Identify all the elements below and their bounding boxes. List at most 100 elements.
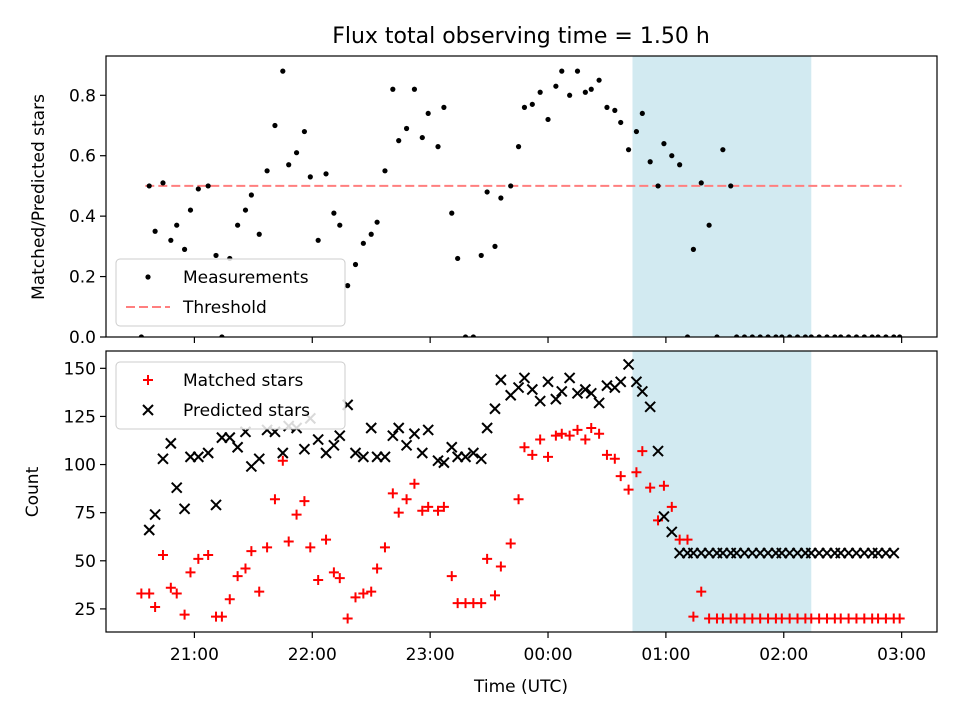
bottom-series0-point-14 [240, 563, 251, 574]
top-series0-point-22 [301, 128, 308, 135]
top-series0-point-72 [669, 153, 675, 159]
top-series0-point-92 [816, 334, 822, 337]
bottom-legend-label-0: Matched stars [183, 371, 303, 391]
x-tick-label-2: 23:00 [406, 645, 455, 665]
top-series0-point-6 [181, 246, 188, 252]
top-series0-point-29 [352, 261, 359, 268]
top-series0-point-93 [824, 334, 830, 337]
bottom-y-tick-label-2: 75 [74, 504, 96, 524]
top-series0-point-100 [875, 334, 881, 337]
bottom-y-tick-label-1: 50 [74, 552, 96, 572]
top-series0-point-13 [235, 222, 241, 228]
bottom-series0-point-21 [291, 509, 302, 520]
top-series0-point-4 [168, 237, 174, 243]
top-series0-point-46 [478, 252, 484, 259]
top-series0-point-49 [498, 195, 504, 201]
top-series0-point-55 [545, 116, 551, 123]
bottom-series1-point-12 [231, 441, 244, 453]
x-tick-label-3: 00:00 [524, 645, 573, 665]
bottom-series0-point-63 [601, 449, 612, 460]
top-series0-point-14 [242, 207, 249, 213]
bottom-series0-point-30 [358, 588, 369, 599]
top-series0-point-2 [152, 228, 158, 234]
top-series0-point-83 [749, 334, 755, 337]
top-series0-point-37 [411, 86, 418, 92]
x-tick-label-6: 03:00 [877, 645, 926, 665]
bottom-series1-point-69 [652, 445, 664, 457]
bottom-series0-point-47 [482, 553, 493, 564]
bottom-series0-point-61 [586, 422, 597, 433]
top-series0-point-61 [588, 86, 594, 92]
top-series0-point-95 [838, 334, 844, 337]
top-series0-point-63 [604, 104, 610, 110]
bottom-series0-point-55 [543, 451, 554, 462]
bottom-series0-point-6 [179, 609, 190, 620]
x-tick-label-5: 02:00 [759, 645, 808, 665]
top-legend-box [115, 258, 346, 327]
top-plot-area [138, 68, 903, 337]
top-series0-point-79 [720, 147, 726, 153]
bottom-series1-point-1 [149, 508, 161, 521]
bottom-plot-area [136, 358, 905, 624]
bottom-series1-point-43 [459, 451, 472, 463]
bottom-series0-point-25 [321, 534, 332, 545]
bottom-series0-point-35 [393, 507, 404, 518]
bottom-series0-point-27 [334, 573, 345, 584]
top-series0-point-11 [219, 334, 225, 337]
bottom-series0-point-2 [150, 601, 161, 612]
top-series0-point-66 [625, 147, 632, 153]
top-series0-point-75 [690, 246, 696, 252]
top-series0-point-10 [213, 252, 219, 259]
bottom-series1-point-68 [644, 401, 656, 413]
bottom-series1-point-66 [630, 376, 643, 388]
top-series0-point-48 [492, 243, 498, 249]
bottom-series1-point-54 [542, 376, 554, 388]
bottom-series1-point-51 [518, 372, 531, 384]
bottom-series1-point-61 [593, 397, 605, 409]
bottom-series0-point-41 [438, 501, 449, 512]
bottom-series0-point-29 [350, 592, 361, 603]
top-series0-point-34 [390, 86, 396, 92]
bottom-series0-point-59 [572, 424, 583, 435]
top-series0-point-23 [307, 174, 313, 180]
top-series0-point-28 [345, 283, 351, 289]
bottom-series0-point-20 [283, 536, 294, 547]
bottom-series1-point-60 [585, 387, 597, 400]
bottom-series0-point-65 [615, 471, 626, 482]
top-series0-point-85 [765, 334, 771, 337]
bottom-y-tick-label-3: 100 [64, 456, 96, 476]
x-tick-label-4: 01:00 [641, 645, 690, 665]
bottom-legend-label-1: Predicted stars [183, 401, 310, 421]
bottom-series1-point-58 [571, 387, 584, 400]
bottom-series0-point-4 [165, 582, 176, 593]
bottom-series0-point-28 [342, 613, 353, 624]
top-series0-point-58 [567, 92, 573, 98]
top-series0-point-87 [779, 334, 785, 337]
bottom-series1-point-44 [467, 447, 480, 459]
bottom-series0-point-7 [185, 567, 196, 578]
bottom-series0-point-39 [423, 501, 434, 512]
top-series0-point-27 [337, 222, 343, 228]
top-series0-point-42 [449, 210, 455, 216]
top-series0-point-65 [618, 119, 624, 126]
top-series0-point-33 [382, 168, 388, 174]
bottom-series1-point-8 [202, 447, 214, 459]
top-series0-point-99 [869, 334, 875, 337]
bottom-series0-point-5 [171, 588, 182, 599]
bottom-y-tick-label-5: 150 [64, 359, 96, 379]
bottom-series1-point-33 [387, 429, 399, 442]
bottom-series0-point-58 [564, 430, 575, 441]
bottom-series1-point-4 [171, 481, 183, 494]
top-series0-point-43 [455, 255, 461, 262]
bottom-series0-point-13 [232, 571, 243, 582]
bottom-series0-point-23 [305, 542, 316, 553]
top-series0-point-97 [853, 334, 860, 337]
top-series0-point-77 [706, 222, 712, 228]
bottom-series0-point-76 [696, 586, 707, 597]
top-series0-point-90 [802, 334, 808, 337]
bottom-series1-point-57 [563, 372, 576, 384]
top-series0-point-60 [582, 89, 588, 95]
bottom-series1-point-40 [438, 456, 450, 469]
top-series0-point-69 [647, 159, 653, 165]
